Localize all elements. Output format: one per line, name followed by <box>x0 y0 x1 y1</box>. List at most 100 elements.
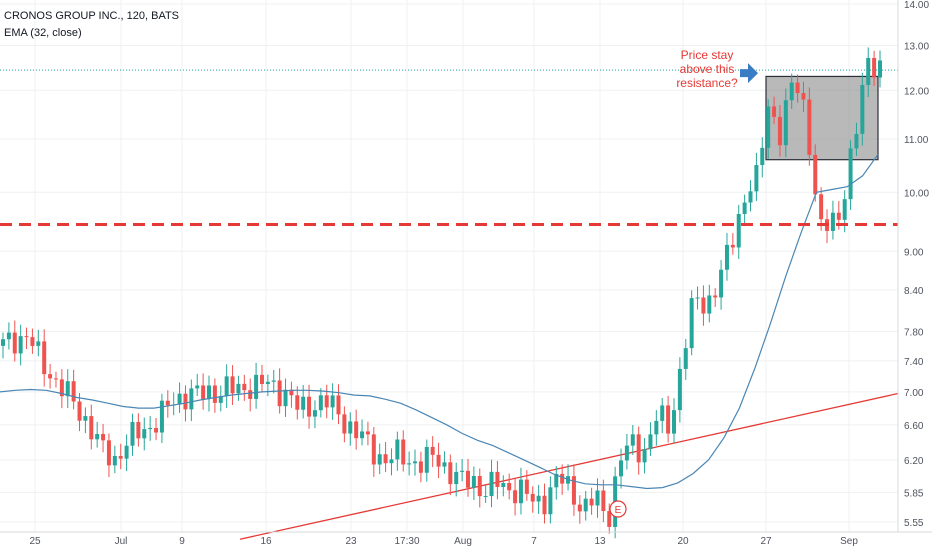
candle-down <box>53 378 58 380</box>
candle-up <box>689 298 694 349</box>
candle-up <box>95 433 100 440</box>
candle-up <box>112 455 117 466</box>
price-tick-label: 5.85 <box>904 488 924 499</box>
price-tick-label: 10.00 <box>904 188 929 199</box>
candle-down <box>71 381 76 402</box>
candle-up <box>848 148 853 200</box>
candle-up <box>501 482 506 487</box>
ema-line <box>0 154 879 490</box>
candle-down <box>248 390 253 399</box>
candle-up <box>719 269 724 298</box>
trendline-layer <box>239 392 899 540</box>
candle-down <box>577 504 582 512</box>
candle-down <box>542 495 547 515</box>
candle-down <box>571 476 576 505</box>
trendline <box>239 392 899 540</box>
annotation-note: Price stay above this resistance? <box>676 48 738 90</box>
candle-up <box>654 420 659 435</box>
candle-down <box>136 422 141 439</box>
candle-down <box>89 416 94 440</box>
candle-up <box>724 244 729 270</box>
candle-down <box>430 446 435 455</box>
candle-up <box>460 470 465 472</box>
candle-up <box>842 199 847 220</box>
candle-up <box>619 460 624 477</box>
candle-up <box>283 389 288 407</box>
candle-down <box>371 434 376 465</box>
arrow-icon <box>740 63 758 84</box>
candle-down <box>383 454 388 464</box>
candle-down <box>354 421 359 439</box>
candle-down <box>777 116 782 146</box>
price-axis-bg <box>898 0 932 550</box>
earnings-marker-icon <box>609 500 627 518</box>
candle-up <box>489 471 494 497</box>
candle-up <box>471 476 476 488</box>
candle-up <box>424 446 429 473</box>
candle-down <box>730 244 735 248</box>
candle-up <box>348 421 353 434</box>
grid <box>0 0 898 532</box>
candle-down <box>101 433 106 441</box>
candle-up <box>36 341 41 346</box>
candle-down <box>448 462 453 485</box>
candle-down <box>589 498 594 506</box>
candle-down <box>336 395 341 415</box>
price-tick-label: 13.00 <box>904 41 929 52</box>
candle-down <box>212 385 217 403</box>
candle-down <box>507 482 512 491</box>
price-tick-label: 12.00 <box>904 86 929 97</box>
candle-down <box>819 194 824 220</box>
time-tick-label: 17:30 <box>394 536 419 547</box>
candle-up <box>454 471 459 485</box>
price-tick-label: 7.40 <box>904 357 924 368</box>
time-tick-label: 13 <box>594 536 606 547</box>
candle-up <box>830 212 835 231</box>
candle-down <box>524 479 529 494</box>
candle-up <box>271 380 276 382</box>
candle-up <box>65 381 70 397</box>
price-tick-label: 7.00 <box>904 388 924 399</box>
candle-down <box>636 434 641 463</box>
candle-up <box>177 393 182 405</box>
candle-up <box>312 410 317 417</box>
candle-up <box>783 100 788 146</box>
candle-up <box>736 213 741 248</box>
candle-down <box>795 82 800 94</box>
candle-down <box>436 454 441 467</box>
candle-up <box>630 434 635 446</box>
candle-up <box>742 202 747 214</box>
candle-down <box>230 376 235 394</box>
candle-up <box>124 445 129 459</box>
candle-down <box>713 295 718 298</box>
candle-up <box>518 479 523 504</box>
candle-down <box>872 57 877 78</box>
candle-up <box>207 385 212 400</box>
candle-up <box>766 106 771 148</box>
candle-down <box>465 470 470 488</box>
candle-up <box>754 165 759 192</box>
candle-down <box>513 490 518 504</box>
candle-down <box>401 439 406 465</box>
earnings-marker-label: E <box>615 505 622 516</box>
candle-up <box>413 461 418 464</box>
time-tick-label: 20 <box>677 536 689 547</box>
price-tick-label: 7.80 <box>904 327 924 338</box>
candle-up <box>265 381 270 384</box>
candle-up <box>536 495 541 502</box>
candle-up <box>683 348 688 369</box>
candle-down <box>201 385 206 400</box>
candle-up <box>554 473 559 488</box>
candle-up <box>866 57 871 85</box>
candle-up <box>878 60 882 78</box>
candle-up <box>595 490 600 506</box>
candle-down <box>342 414 347 434</box>
ema-layer <box>0 154 879 490</box>
candle-up <box>548 487 553 515</box>
candle-up <box>18 336 23 354</box>
candle-up <box>6 332 11 340</box>
candle-down <box>12 332 17 354</box>
candle-down <box>295 395 300 410</box>
candle-up <box>1 339 5 346</box>
